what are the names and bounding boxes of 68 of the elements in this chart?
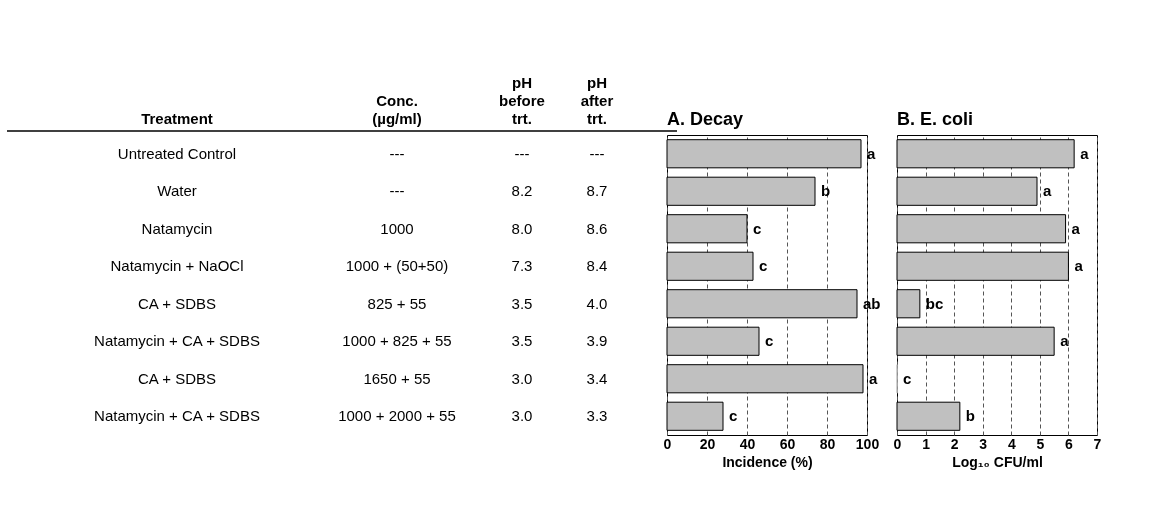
x-tick-label: 40	[739, 435, 756, 452]
x-tick-label: 4	[1007, 435, 1016, 452]
x-axis-title: Incidence (%)	[722, 453, 813, 470]
text: 3.9	[586, 332, 608, 350]
text: 1000 + 825 + 55	[342, 332, 452, 350]
data-label: a	[1060, 332, 1070, 350]
x-tick-label: 6	[1065, 435, 1074, 452]
text: pH before trt.	[499, 74, 545, 127]
data-label: a	[869, 369, 878, 387]
text: 1000 + 2000 + 55	[338, 407, 456, 425]
text: 8.6	[586, 219, 608, 237]
x-tick-label: 0	[893, 435, 902, 452]
chart-title: A. Decay	[667, 109, 744, 129]
x-axis-title: Log₁₀ CFU/ml	[952, 453, 1043, 470]
data-label: a	[1043, 182, 1052, 200]
text: 3.0	[511, 369, 533, 387]
data-label: b	[965, 407, 976, 425]
text: Natamycin + CA + SDBS	[94, 407, 260, 425]
text: Treatment	[141, 110, 213, 127]
chart-title: B. E. coli	[897, 109, 974, 129]
data-label: a	[1071, 219, 1081, 237]
x-tick-label: 0	[663, 435, 672, 452]
x-tick-label: 20	[699, 435, 716, 452]
text: 1650 + 55	[363, 369, 431, 387]
data-label: c	[753, 219, 762, 237]
x-tick-label: 100	[855, 435, 880, 452]
text: Untreated Control	[117, 144, 237, 162]
text: 1000 + (50+50)	[345, 257, 449, 275]
text: ---	[514, 144, 530, 162]
data-label: c	[759, 257, 768, 275]
text: 3.0	[511, 407, 533, 425]
text: Natamycin	[141, 219, 213, 237]
text: 8.4	[586, 257, 608, 275]
text: CA + SDBS	[138, 369, 216, 387]
data-label: c	[903, 369, 912, 387]
text: Conc. (µg/ml)	[372, 92, 422, 127]
data-label: a	[1080, 144, 1090, 162]
text: 8.2	[511, 182, 533, 200]
text: Natamycin + CA + SDBS	[94, 332, 260, 350]
text: ---	[389, 182, 405, 200]
x-tick-label: 3	[979, 435, 988, 452]
text: 3.5	[511, 332, 533, 350]
text: 8.7	[586, 182, 608, 200]
text: 8.0	[511, 219, 533, 237]
x-tick-label: 60	[779, 435, 796, 452]
data-label: b	[821, 182, 831, 200]
text: 4.0	[586, 294, 608, 312]
text: pH after trt.	[580, 74, 614, 127]
text: 1000	[380, 219, 414, 237]
x-tick-label: 80	[819, 435, 836, 452]
text: Natamycin + NaOCl	[110, 257, 244, 275]
data-label: c	[729, 407, 738, 425]
x-tick-label: 2	[950, 435, 959, 452]
text: 7.3	[511, 257, 533, 275]
text: Water	[157, 182, 197, 200]
text: 3.5	[511, 294, 533, 312]
text: 825 + 55	[367, 294, 427, 312]
data-label: a	[1074, 257, 1084, 275]
data-label: c	[765, 332, 774, 350]
x-tick-label: 1	[922, 435, 931, 452]
text: ---	[589, 144, 605, 162]
x-tick-label: 7	[1093, 435, 1102, 452]
text: CA + SDBS	[138, 294, 216, 312]
text: 3.4	[586, 369, 608, 387]
data-label: bc	[925, 294, 944, 312]
text: ---	[389, 144, 405, 162]
text: 3.3	[586, 407, 608, 425]
x-tick-label: 5	[1036, 435, 1045, 452]
